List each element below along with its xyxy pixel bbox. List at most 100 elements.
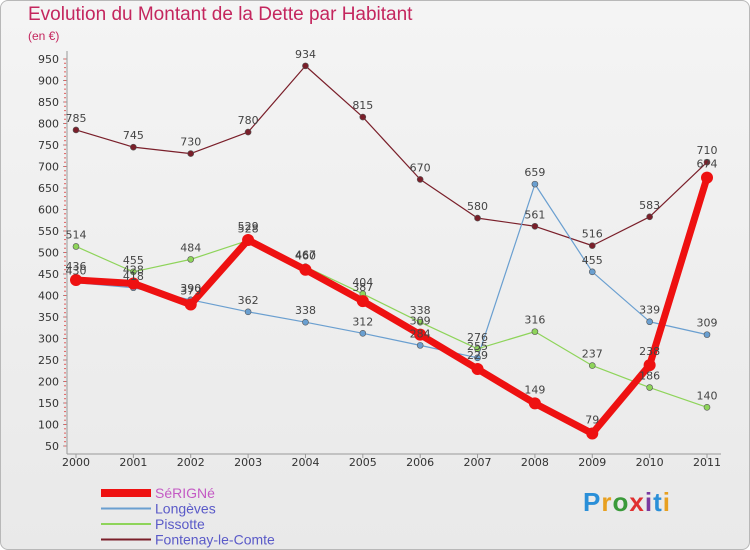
data-point-s-rign- [643,359,656,372]
data-point-s-rign- [299,263,312,276]
data-label-fontenay-le-comte: 934 [295,48,316,61]
data-point-s-rign- [471,363,484,376]
x-tick-label: 2006 [406,456,434,469]
data-point-fontenay-le-comte [531,222,539,230]
data-point-s-rign- [701,171,713,184]
data-label-fontenay-le-comte: 710 [697,144,718,157]
data-label-long-ves: 312 [352,315,373,328]
data-point-long-ves [703,331,711,338]
y-tick-label: 150 [38,397,59,410]
data-label-s-rign-: 436 [66,260,87,273]
data-point-pissotte [474,345,481,353]
data-point-s-rign- [414,328,427,341]
x-tick-label: 2007 [464,456,492,469]
x-tick-label: 2010 [636,456,664,469]
data-label-s-rign-: 238 [639,345,660,358]
data-label-fontenay-le-comte: 745 [123,129,144,142]
x-tick-label: 2004 [291,456,319,469]
data-point-fontenay-le-comte [416,176,424,183]
data-label-pissotte: 316 [524,314,545,327]
y-tick-label: 450 [38,268,59,281]
data-label-long-ves: 255 [467,340,488,353]
data-label-s-rign-: 79 [585,414,599,427]
data-label-fontenay-le-comte: 815 [352,99,373,112]
legend-label: Fontenay-le-Comte [155,532,275,548]
series-line-long-ves [75,183,708,359]
x-tick-label: 2005 [349,456,377,469]
data-point-fontenay-le-comte [359,113,367,121]
data-label-fontenay-le-comte: 670 [410,161,431,174]
data-point-fontenay-le-comte [244,128,252,136]
series-line-s-rign- [75,176,711,438]
data-label-long-ves: 390 [180,282,201,295]
y-tick-label: 600 [38,204,59,217]
y-tick-label: 750 [38,139,59,152]
data-point-fontenay-le-comte [474,214,481,222]
legend-label: Longèves [155,501,216,517]
data-point-pissotte [588,362,596,369]
data-point-s-rign- [356,295,369,308]
logo-letter: i [662,487,671,517]
y-tick-label: 50 [45,440,59,453]
logo-letter: i [644,487,654,517]
y-tick-label: 350 [38,311,59,324]
data-point-long-ves [416,342,424,349]
legend-label: SéRIGNé [155,485,215,501]
data-point-fontenay-le-comte [703,158,711,166]
data-label-s-rign-: 674 [697,158,718,171]
series-line-fontenay-le-comte [75,65,708,247]
data-label-fontenay-le-comte: 580 [467,200,488,213]
data-label-pissotte: 338 [410,304,431,317]
data-point-long-ves [302,318,309,326]
data-label-pissotte: 484 [180,241,201,254]
y-tick-label: 550 [38,225,59,238]
x-tick-label: 2000 [62,456,90,469]
data-point-pissotte [72,243,80,250]
data-label-s-rign-: 379 [180,285,201,298]
data-point-pissotte [531,328,539,335]
series-line-pissotte [75,239,708,408]
data-label-fontenay-le-comte: 516 [582,228,603,241]
logo-letter: r [601,487,613,517]
data-label-pissotte: 514 [66,228,87,241]
y-tick-label: 250 [38,354,59,367]
data-point-s-rign- [242,234,255,247]
chart-title: Evolution du Montant de la Dette par Hab… [28,4,413,25]
data-point-s-rign- [528,397,541,410]
data-label-long-ves: 659 [524,166,545,179]
axes: 50 100 150 200 250 300 350 400 450 500 550 600 650 70… [38,51,721,469]
data-point-long-ves [359,330,367,337]
data-label-fontenay-le-comte: 785 [66,112,87,125]
chart-subtitle: (en €) [28,29,60,43]
data-label-long-ves: 418 [123,270,144,283]
data-point-long-ves [531,180,539,188]
y-tick-label: 950 [38,53,59,66]
x-tick-label: 2001 [119,456,147,469]
data-point-s-rign- [184,298,197,311]
data-label-pissotte: 186 [639,370,660,383]
data-label-long-ves: 309 [697,317,718,330]
data-point-pissotte [703,403,711,411]
data-point-long-ves [646,318,653,326]
data-point-pissotte [646,384,653,391]
data-label-pissotte: 467 [295,249,316,262]
data-label-long-ves: 362 [238,294,259,307]
data-label-s-rign-: 428 [123,263,144,276]
data-point-s-rign- [70,274,82,287]
data-point-pissotte [187,256,195,263]
logo-letter: x [629,487,645,517]
y-tick-label: 700 [38,161,59,174]
data-point-pissotte [416,318,424,326]
data-label-fontenay-le-comte: 561 [524,208,545,221]
x-tick-label: 2002 [177,456,205,469]
y-tick-label: 800 [38,118,59,131]
logo-letter: P [583,487,602,517]
y-tick-label: 100 [38,419,59,432]
y-tick-label: 650 [38,182,59,195]
data-label-s-rign-: 149 [524,383,545,396]
data-point-s-rign- [586,427,599,440]
